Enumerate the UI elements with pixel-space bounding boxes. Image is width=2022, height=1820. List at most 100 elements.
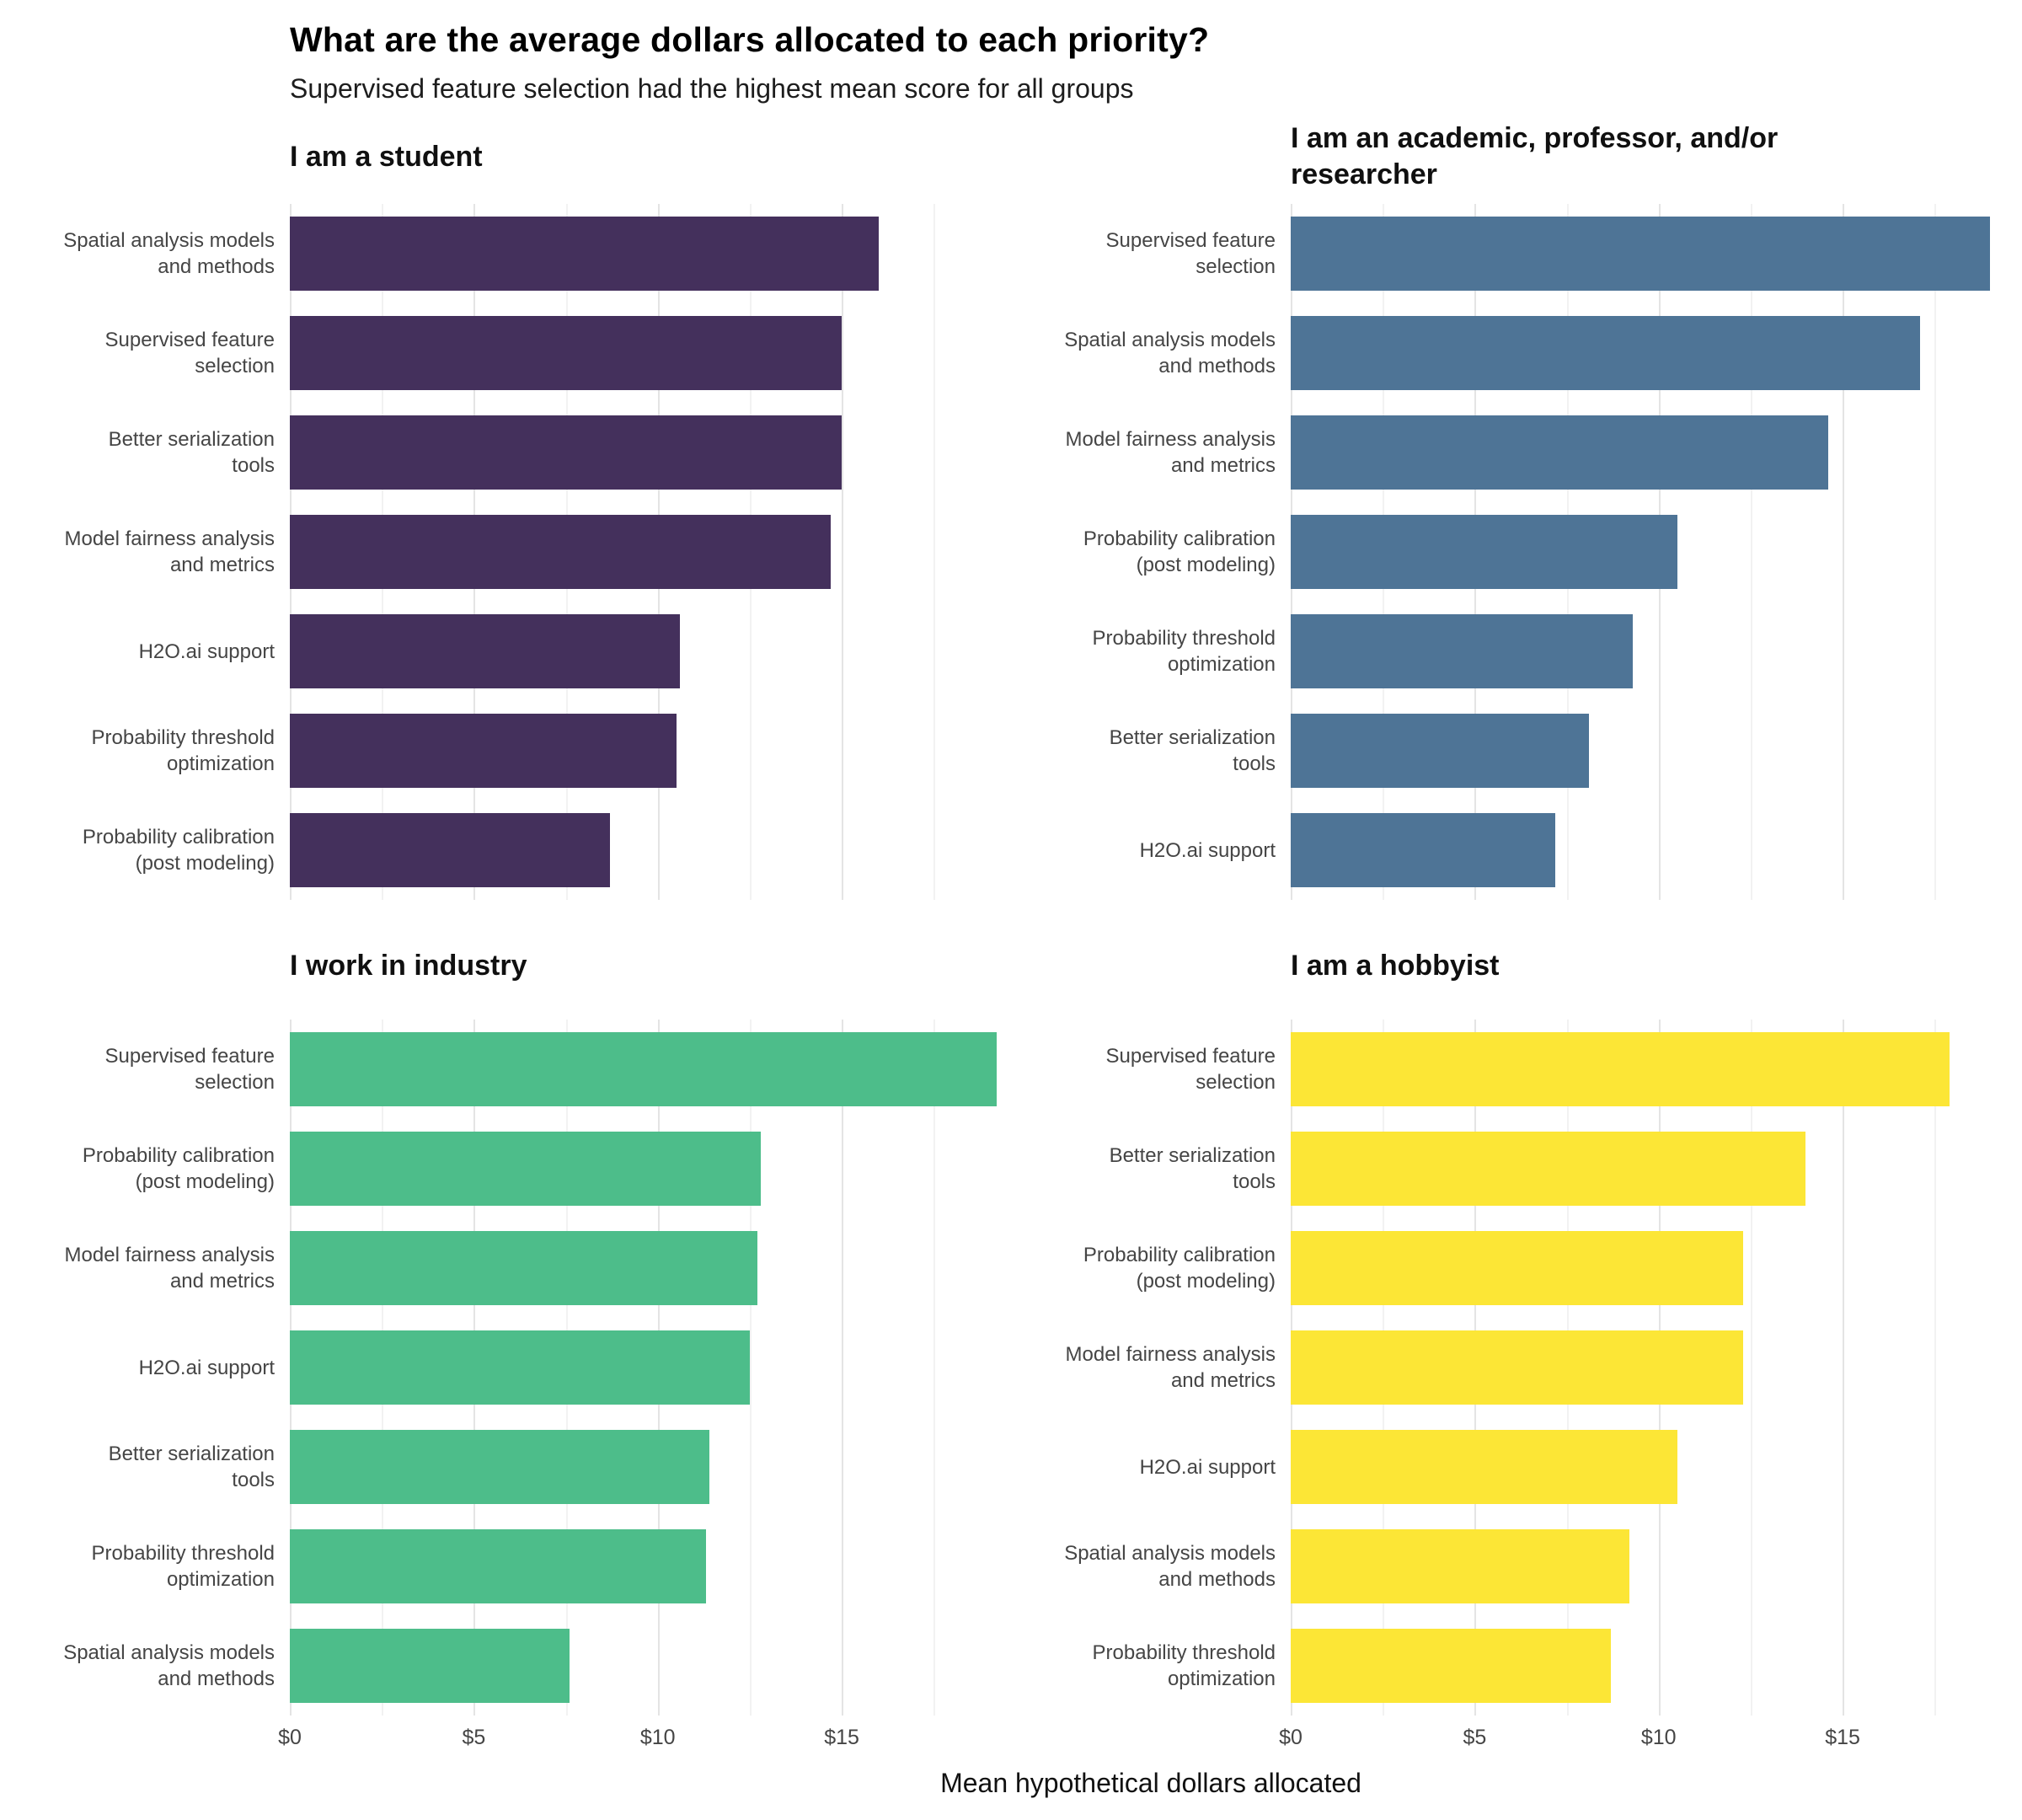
plot-area: [290, 204, 1011, 900]
bar: [290, 1430, 709, 1504]
facet-panel: I am an academic, professor, and/or resea…: [1011, 110, 2012, 900]
category-label: Model fairness analysis and metrics: [64, 1244, 275, 1293]
category-label: Probability threshold optimization: [1092, 1641, 1276, 1690]
category-label: Probability threshold optimization: [91, 726, 275, 775]
bar-row: [290, 1318, 1011, 1417]
facet-body: Supervised feature selection Spatial analy…: [1011, 204, 2012, 900]
category-label: Better serialization tools: [108, 428, 275, 477]
category-label: Spatial analysis models and methods: [1064, 329, 1276, 377]
plot-area: [290, 1020, 1011, 1716]
y-axis-labels: Supervised feature selection Better serial…: [1011, 1020, 1291, 1716]
y-axis-labels: Supervised feature selection Probability c…: [10, 1020, 290, 1716]
bar: [1291, 614, 1634, 688]
bar-row: [1291, 701, 2012, 800]
bar: [1291, 1231, 1744, 1305]
bar: [1291, 1430, 1677, 1504]
facet-body: Spatial analysis models and methods Superv…: [10, 204, 1011, 900]
bar-row: [1291, 502, 2012, 602]
category-label: Model fairness analysis and metrics: [1065, 428, 1276, 477]
bar: [1291, 515, 1677, 589]
bar-row: [290, 1119, 1011, 1218]
minor-gridline: [749, 1020, 752, 1716]
x-tick-label: $0: [1279, 1726, 1303, 1749]
minor-gridline: [1934, 1020, 1937, 1716]
bar: [1291, 217, 1990, 291]
bar-row: [290, 1517, 1011, 1616]
bar-row: [290, 1218, 1011, 1318]
category-label: Spatial analysis models and methods: [63, 1641, 275, 1690]
category-label: Probability calibration (post modeling): [82, 1144, 275, 1193]
category-label: Better serialization tools: [1109, 726, 1276, 775]
bar: [290, 1132, 762, 1206]
bar-row: [1291, 602, 2012, 701]
bar-row: [1291, 1119, 2012, 1218]
bar-row: [1291, 204, 2012, 303]
x-tick-label: $10: [1640, 1726, 1677, 1749]
chart-title: What are the average dollars allocated t…: [290, 20, 1210, 59]
bar-layer: [290, 1020, 1011, 1716]
minor-gridline: [1750, 1020, 1752, 1716]
category-label: Supervised feature selection: [1105, 1045, 1276, 1094]
bar: [1291, 1330, 1744, 1405]
major-gridline: [1843, 204, 1845, 900]
category-label: Supervised feature selection: [104, 1045, 275, 1094]
x-tick-label: $5: [462, 1726, 486, 1749]
x-tick-label: $5: [1463, 1726, 1487, 1749]
category-label: H2O.ai support: [1139, 838, 1276, 862]
bar: [1291, 1629, 1611, 1703]
bar: [1291, 1529, 1629, 1603]
bar-row: [1291, 303, 2012, 403]
bar: [290, 1330, 750, 1405]
category-label: Spatial analysis models and methods: [1064, 1542, 1276, 1591]
x-axis-title: Mean hypothetical dollars allocated: [940, 1768, 1361, 1798]
bar-row: [290, 1020, 1011, 1119]
bar-row: [1291, 800, 2012, 900]
bar: [290, 316, 842, 390]
major-gridline: [842, 204, 844, 900]
bar: [1291, 714, 1589, 788]
bar-row: [1291, 1218, 2012, 1318]
facet-title: I am an academic, professor, and/or resea…: [1291, 122, 1779, 190]
bar: [290, 1231, 757, 1305]
bar-row: [290, 701, 1011, 800]
category-label: Better serialization tools: [108, 1443, 275, 1491]
category-label: Probability calibration (post modeling): [82, 826, 275, 875]
category-label: Probability threshold optimization: [1092, 627, 1276, 676]
bar: [290, 415, 842, 490]
bar-row: [1291, 1318, 2012, 1417]
x-tick-label: $0: [278, 1726, 302, 1749]
plot-area: [1291, 204, 2012, 900]
bar-row: [1291, 1417, 2012, 1517]
bar-layer: [1291, 1020, 2012, 1716]
minor-gridline: [1934, 204, 1937, 900]
x-axis-ticks: $0 $5 $10 $15: [278, 1716, 1011, 1758]
category-label: Spatial analysis models and methods: [63, 229, 275, 278]
bar-row: [290, 303, 1011, 403]
x-tick-label: $15: [824, 1726, 859, 1749]
bar: [1291, 415, 1828, 490]
bar: [290, 1629, 570, 1703]
facet-title: I work in industry: [290, 949, 527, 982]
minor-gridline: [1750, 204, 1752, 900]
bar-row: [1291, 1020, 2012, 1119]
bar-row: [1291, 1616, 2012, 1716]
bar-layer: [1291, 204, 2012, 900]
bar: [290, 217, 879, 291]
facet-panel: I am a hobbyist Supervised feature select…: [1011, 900, 2012, 1758]
x-tick-label: $15: [1825, 1726, 1860, 1749]
category-label: Supervised feature selection: [1105, 229, 1276, 278]
category-label: Supervised feature selection: [104, 329, 275, 377]
category-label: Probability calibration (post modeling): [1083, 1244, 1276, 1293]
category-label: Model fairness analysis and metrics: [1065, 1343, 1276, 1392]
facet-title: I am a hobbyist: [1291, 949, 1500, 982]
facet-grid: I am a student Spatial analysis models an…: [10, 110, 2012, 1758]
major-gridline: [842, 1020, 844, 1716]
facet-title: I am a student: [290, 140, 483, 173]
bar-layer: [290, 204, 1011, 900]
facet-panel: I am a student Spatial analysis models an…: [10, 110, 1011, 900]
x-tick-label: $10: [639, 1726, 676, 1749]
bar-row: [290, 403, 1011, 502]
major-gridline: [1843, 1020, 1845, 1716]
chart-subtitle: Supervised feature selection had the hig…: [290, 73, 1134, 104]
